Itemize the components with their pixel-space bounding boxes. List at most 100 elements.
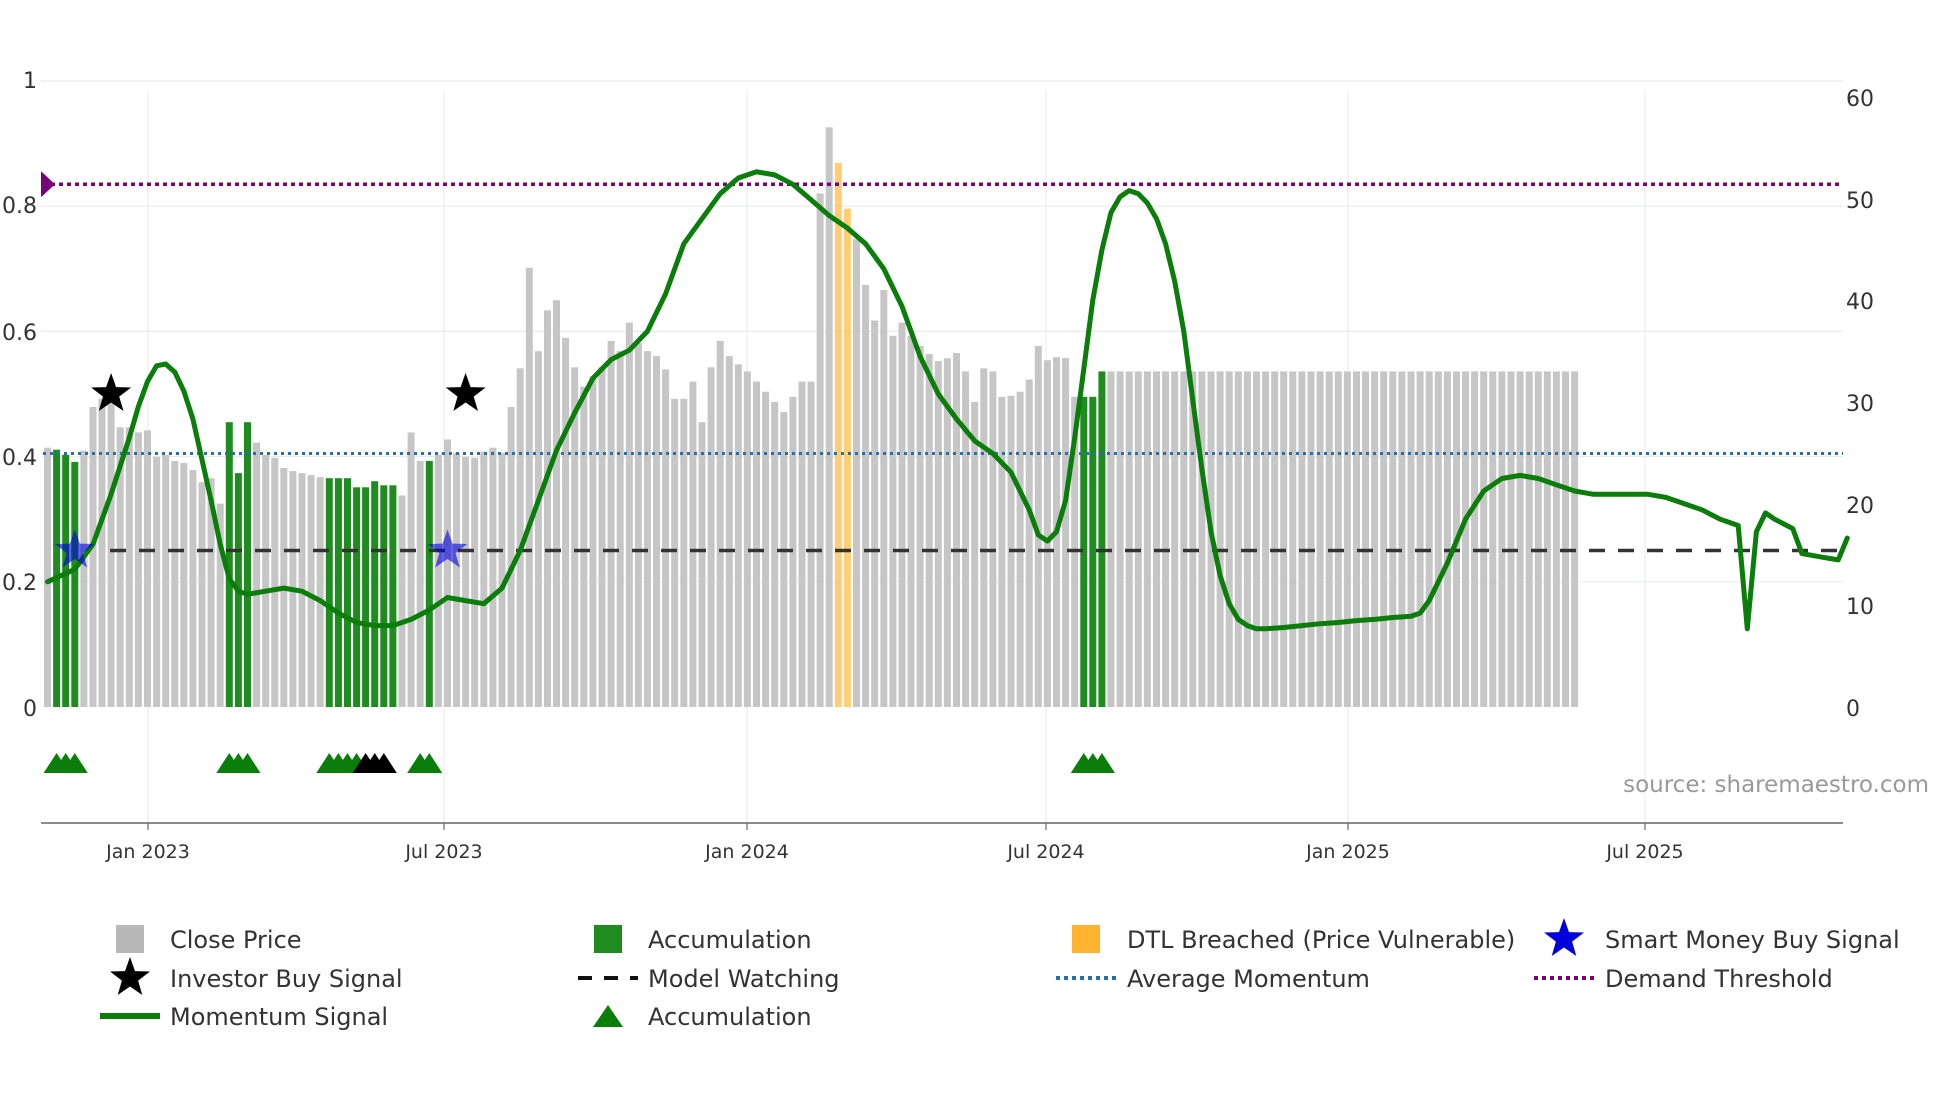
accumulation-bar [1098, 371, 1106, 707]
close-price-bar [1525, 371, 1533, 707]
smart-money-buy-signal-star [427, 529, 468, 568]
x-tick-label: Jul 2023 [404, 841, 482, 863]
close-price-bar [1298, 371, 1306, 707]
close-price-bar [507, 407, 515, 707]
close-price-bar [1443, 371, 1451, 707]
close-price-bar [1507, 371, 1515, 707]
y-right-tick: 30 [1846, 392, 1874, 417]
y-left-tick: 0.8 [2, 194, 37, 219]
close-price-bar [1425, 371, 1433, 707]
close-price-bar [1307, 371, 1315, 707]
smart-money-buy-signal-star [54, 529, 95, 568]
y-right-tick: 10 [1846, 595, 1874, 620]
close-price-bar [262, 454, 270, 707]
close-price-bar [816, 193, 824, 707]
close-price-bar [1434, 371, 1442, 707]
close-price-bar [1062, 358, 1070, 707]
close-price-bar [434, 454, 442, 707]
accumulation-bar [62, 454, 70, 707]
close-price-bar [953, 353, 960, 707]
close-price-bar [1143, 371, 1151, 707]
close-price-bar [1289, 371, 1297, 707]
close-price-bar [1280, 371, 1288, 707]
close-price-bar [1171, 371, 1179, 707]
close-price-bar [1407, 371, 1415, 707]
close-price-bar [1343, 371, 1351, 707]
close-price-bar [1380, 371, 1388, 707]
close-price-bar [1134, 371, 1142, 707]
close-price-bar [398, 495, 406, 707]
accumulation-triangle [416, 753, 443, 773]
close-price-bar [498, 452, 506, 708]
close-price-bar [1225, 371, 1233, 707]
close-price-bar [1543, 371, 1551, 707]
axes: 0 0.2 0.4 0.6 0.8 1 0 10 20 30 40 50 60 … [2, 69, 1929, 863]
close-price-bar [798, 381, 806, 707]
close-price-bar [762, 391, 770, 707]
close-price-bar [98, 398, 106, 707]
close-price-bar [525, 267, 533, 707]
reference-lines [41, 171, 1843, 553]
close-price-bar [1562, 371, 1569, 707]
close-price-bar [516, 368, 524, 707]
close-price-bar [189, 470, 197, 707]
close-price-bar [571, 367, 579, 707]
close-price-bar [1571, 371, 1579, 707]
close-price-bar [1243, 371, 1251, 707]
accumulation-bar [244, 422, 251, 707]
close-price-bar [907, 335, 915, 707]
accumulation-bar [1089, 396, 1097, 707]
dtl-breached-bar [843, 208, 851, 707]
close-price-bar [1234, 371, 1242, 707]
accumulation-bar [425, 460, 433, 707]
close-price-bar [125, 427, 133, 707]
close-price-bar [680, 398, 688, 707]
close-price-bar [825, 127, 833, 708]
legend-icon-square [1072, 925, 1100, 953]
accumulation-triangle [370, 753, 397, 773]
legend-icon-star [1544, 918, 1584, 956]
close-price-bar [1334, 371, 1342, 707]
close-price-bar [1316, 371, 1324, 707]
close-price-bar [1043, 360, 1051, 707]
close-price-bar [553, 300, 560, 707]
close-price-bar [743, 371, 751, 707]
close-price-bar [1325, 371, 1333, 707]
close-price-bar [989, 371, 997, 707]
legend-label-dtl-breached: DTL Breached (Price Vulnerable) [1127, 926, 1515, 954]
close-price-bar [489, 447, 497, 707]
close-price-bar [1198, 371, 1206, 707]
x-tick-label: Jul 2025 [1605, 841, 1683, 863]
close-price-bar [589, 376, 597, 707]
close-price-bar [807, 381, 815, 707]
momentum-signal [45, 169, 1850, 632]
close-price-bar [153, 456, 161, 707]
close-price-bar [562, 337, 570, 707]
close-price-bar [598, 367, 606, 707]
x-tick-label: Jan 2024 [704, 841, 789, 863]
close-price-bar [307, 475, 315, 707]
legend-label-close-price: Close Price [170, 926, 302, 954]
accumulation-bar [389, 485, 397, 707]
close-price-bar [1271, 371, 1279, 707]
accumulation-bar [344, 478, 351, 707]
accumulation-bar [334, 478, 342, 707]
close-price-bar [416, 460, 424, 707]
accumulation-markers [43, 753, 1115, 773]
close-price-bar [889, 335, 897, 707]
close-price-bar [171, 460, 179, 707]
dtl-breached-bar [834, 162, 842, 707]
close-price-bar [480, 451, 488, 707]
close-price-bar [925, 354, 933, 707]
accumulation-bar [371, 481, 379, 707]
close-price-bar [1489, 371, 1497, 707]
close-price-bar [753, 381, 760, 707]
close-price-bar [707, 367, 715, 707]
legend-label-model-watching: Model Watching [648, 965, 840, 993]
legend: Close Price Accumulation DTL Breached (P… [100, 918, 1900, 1031]
close-price-bar [1480, 371, 1488, 707]
close-price-bar [89, 407, 97, 707]
close-price-bar [1471, 371, 1479, 707]
close-price-bar [625, 322, 633, 707]
